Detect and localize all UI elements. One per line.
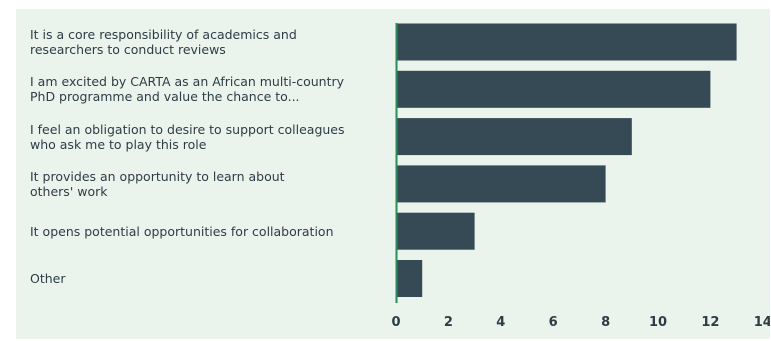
bar [396, 23, 737, 61]
x-tick-label: 12 [701, 315, 719, 330]
x-tick-label: 10 [649, 315, 667, 330]
bar [396, 70, 711, 108]
category-label: I am excited by CARTA as an African mult… [30, 74, 345, 105]
x-tick-label: 14 [754, 315, 770, 330]
x-tick-label: 2 [444, 315, 453, 330]
x-tick-label: 6 [549, 315, 558, 330]
category-label: It provides an opportunity to learn abou… [30, 168, 285, 199]
bar [396, 212, 475, 250]
x-tick-label: 0 [391, 315, 400, 330]
category-label: It opens potential opportunities for col… [30, 223, 334, 239]
x-tick-label: 8 [601, 315, 610, 330]
category-label: Other [30, 271, 66, 286]
bar [396, 260, 423, 297]
category-label: I feel an obligation to desire to suppor… [30, 121, 345, 152]
chart-panel: It is a core responsibility of academics… [16, 9, 770, 339]
bar [396, 165, 606, 203]
bar-chart: 0 2 4 6 8 10 12 14 [391, 23, 770, 330]
bar [396, 118, 632, 156]
category-label: It is a core responsibility of academics… [30, 27, 297, 57]
x-tick-label: 4 [496, 315, 505, 330]
